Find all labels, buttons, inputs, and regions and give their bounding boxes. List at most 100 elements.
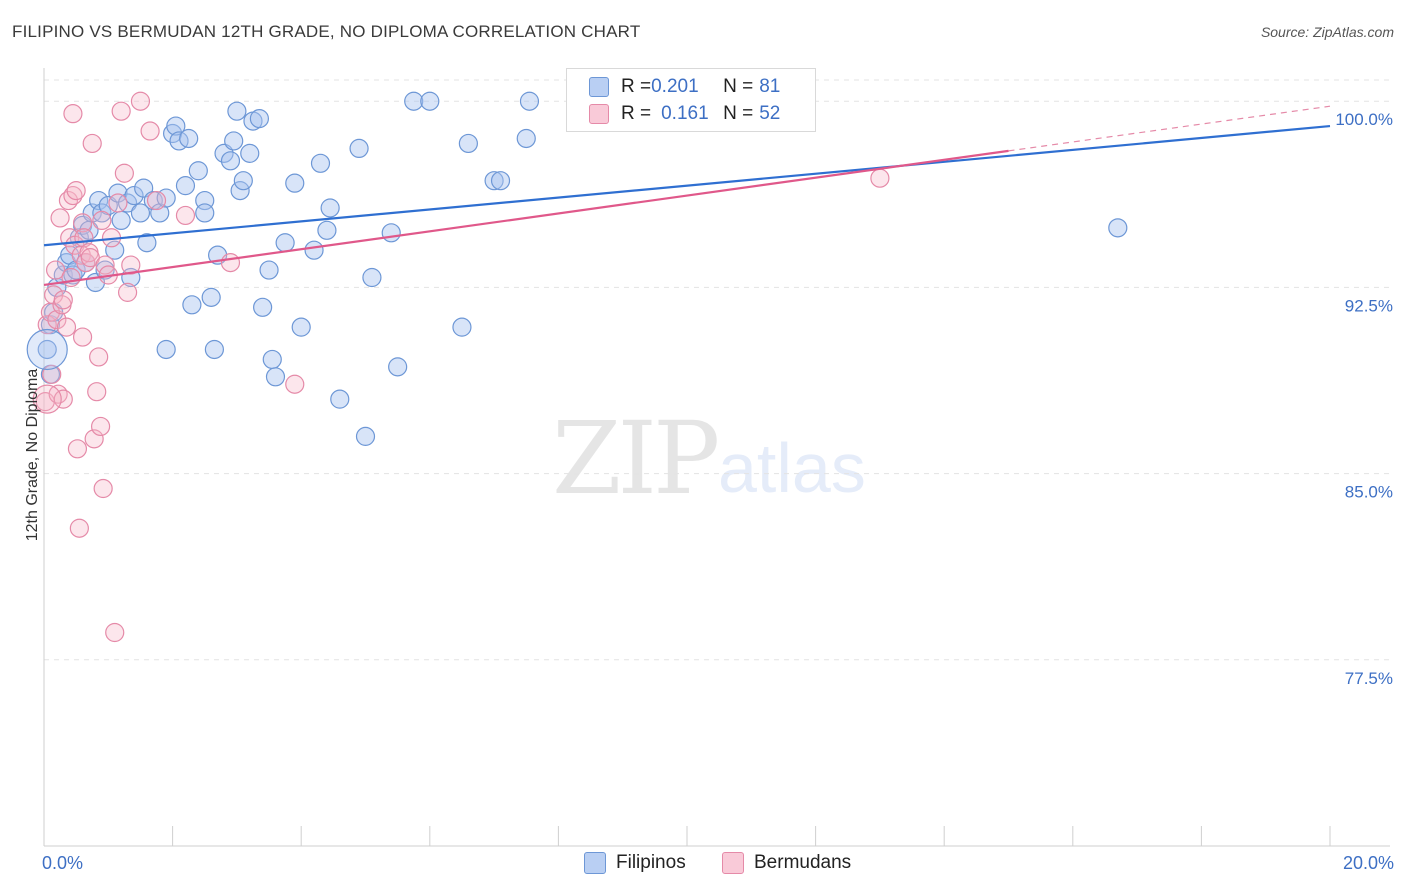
- filipinos-point: [420, 91, 440, 111]
- filipinos-point: [37, 339, 57, 360]
- legend-item-bermudans[interactable]: Bermudans: [722, 852, 851, 874]
- filipinos-point: [285, 173, 305, 193]
- filipinos-point: [111, 210, 131, 230]
- bermudans-point: [90, 416, 111, 437]
- filipinos-point: [516, 128, 536, 149]
- x-tick-label-min: 0.0%: [42, 853, 84, 873]
- y-axis-label: 12th Grade, No Diploma: [24, 368, 41, 542]
- filipinos-point: [240, 143, 260, 163]
- filipinos-point: [381, 223, 401, 243]
- legend-n-label: N =: [723, 76, 754, 97]
- filipinos-point: [519, 91, 540, 111]
- filipinos-point: [452, 317, 472, 337]
- filipinos-point: [108, 183, 128, 203]
- filipinos-point: [362, 267, 382, 288]
- bermudans-point: [53, 389, 73, 409]
- watermark-zip: ZIP: [552, 400, 720, 517]
- filipinos-point: [404, 91, 424, 111]
- bermudans-point: [87, 382, 107, 402]
- legend-r-value: 0.201: [651, 76, 699, 97]
- filipinos-point: [265, 367, 286, 387]
- bermudans-point: [146, 190, 167, 211]
- filipinos-point: [249, 109, 270, 129]
- filipinos-point: [320, 198, 340, 218]
- y-tick-label: 100.0%: [1335, 110, 1393, 129]
- filipinos-point: [304, 240, 324, 260]
- filipinos-point: [130, 203, 151, 223]
- bermudans-point: [92, 210, 112, 230]
- bermudans-point: [870, 168, 890, 188]
- legend-r-value: 0.161: [661, 103, 709, 124]
- y-tick-labels: 100.0% 92.5% 85.0% 77.5%: [1335, 110, 1393, 688]
- bermudans-point: [130, 91, 151, 111]
- bermudans-point: [63, 104, 83, 124]
- bermudans-point: [111, 101, 131, 121]
- filipinos-point: [227, 101, 247, 121]
- bermudans-point: [45, 260, 66, 280]
- bermudans-point: [47, 310, 67, 330]
- legend-swatch-filipinos: [584, 852, 606, 874]
- filipinos-point: [275, 233, 295, 253]
- bermudans-point: [220, 253, 241, 273]
- legend-r-label: R =: [621, 103, 652, 124]
- bermudans-point: [69, 518, 89, 538]
- legend-swatch-filipinos: [589, 77, 609, 97]
- filipinos-point: [490, 171, 511, 191]
- bermudans-point: [117, 282, 138, 302]
- legend-n-value: 52: [759, 103, 781, 124]
- data-points: [26, 91, 1128, 643]
- filipinos-point: [310, 153, 331, 173]
- bermudans-point: [67, 439, 88, 459]
- bermudans-point: [114, 163, 134, 183]
- correlation-legend: R = 0.201 N = 81 R = 0.161 N = 52: [566, 68, 816, 132]
- trend-lines: [43, 105, 1331, 287]
- axes: [43, 68, 1390, 847]
- bermudans-point: [61, 267, 81, 288]
- bermudans-point: [84, 429, 104, 449]
- filipinos-point: [233, 171, 253, 191]
- filipinos-point: [259, 260, 279, 280]
- filipinos-point: [201, 287, 221, 307]
- filipinos-point: [175, 176, 196, 196]
- legend-row-filipinos: R = 0.201 N = 81: [589, 75, 780, 99]
- bermudans-point-large: [32, 384, 62, 414]
- filipinos-point-large: [26, 328, 68, 371]
- legend-item-filipinos[interactable]: Filipinos: [584, 852, 686, 874]
- filipinos-point: [117, 193, 138, 213]
- watermark-atlas: atlas: [718, 429, 866, 507]
- filipinos-point: [220, 151, 241, 171]
- bermudans-point: [175, 205, 196, 226]
- y-tick-label: 85.0%: [1345, 483, 1393, 502]
- bermudans-trend-line: [43, 149, 1009, 287]
- bermudans-point: [56, 317, 77, 337]
- filipinos-point: [317, 220, 337, 240]
- bermudans-point: [93, 478, 113, 499]
- series-legend: Filipinos Bermudans: [0, 852, 1406, 878]
- x-tick-label-max: 20.0%: [1342, 853, 1394, 873]
- filipinos-point: [349, 138, 369, 159]
- filipinos-point: [156, 339, 176, 360]
- filipinos-point: [484, 171, 504, 191]
- bermudans-point: [53, 290, 73, 310]
- filipinos-point: [224, 131, 244, 151]
- filipinos-point: [105, 240, 125, 260]
- filipinos-point: [1108, 218, 1128, 238]
- bermudans-point: [89, 347, 109, 367]
- filipinos-point: [166, 116, 186, 136]
- chart-title: FILIPINO VS BERMUDAN 12TH GRADE, NO DIPL…: [12, 22, 641, 41]
- bermudans-point: [72, 213, 93, 233]
- filipinos-point: [253, 297, 273, 317]
- filipinos-point: [330, 389, 350, 409]
- bermudans-point: [140, 121, 160, 141]
- bermudans-point: [121, 255, 141, 275]
- filipinos-point: [188, 161, 208, 181]
- filipinos-point: [195, 203, 215, 223]
- legend-swatch-bermudans: [589, 104, 609, 124]
- filipinos-point: [124, 185, 144, 206]
- filipinos-point: [355, 426, 376, 446]
- legend-n-label: N =: [723, 103, 754, 124]
- legend-label-filipinos: Filipinos: [616, 852, 686, 873]
- filipinos-point: [388, 357, 408, 377]
- y-tick-label: 77.5%: [1345, 669, 1393, 688]
